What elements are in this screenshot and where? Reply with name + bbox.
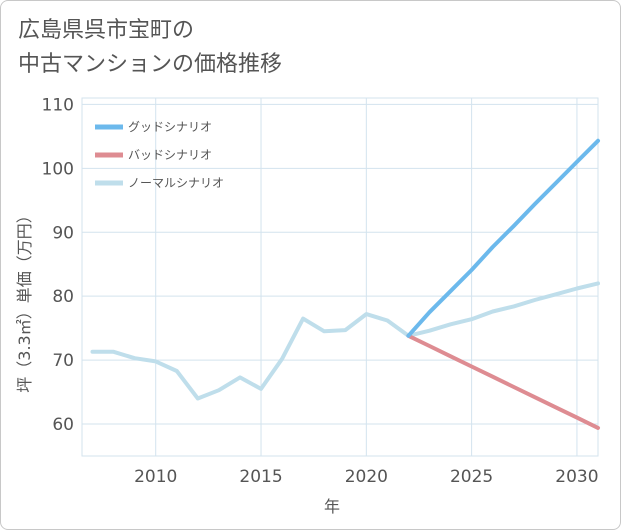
legend-label: ノーマルシナリオ [128,176,224,190]
chart-title-line-2: 中古マンションの価格推移 [18,52,283,77]
x-tick-label: 2025 [450,467,493,487]
y-tick-label: 100 [42,159,74,179]
x-tick-label: 2010 [134,467,177,487]
y-tick-label: 60 [52,415,74,435]
y-axis-label: 坪（3.3㎡）単価（万円） [15,207,34,392]
x-tick-label: 2015 [239,467,282,487]
chart-title-line-1: 広島県呉市宝町の [18,18,195,43]
series-line-normal [90,281,600,401]
legend-label: グッドシナリオ [128,120,212,134]
x-tick-label: 2020 [345,467,388,487]
y-tick-label: 90 [52,223,74,243]
y-tick-label: 70 [52,351,74,371]
x-axis-label: 年 [324,497,340,516]
series-line-bad [406,333,600,430]
y-tick-label: 110 [42,95,74,115]
axis-ticks: 2010 2015 2020 2025 2030 60 70 80 90 100 110 [42,95,599,487]
x-tick-label: 2030 [555,467,598,487]
chart-title: 広島県呉市宝町の 中古マンションの価格推移 [18,14,458,82]
y-tick-label: 80 [52,287,74,307]
series-layer [90,138,600,430]
grid-lines [82,98,598,456]
plot-area [81,97,599,457]
legend-label: バッドシナリオ [128,148,212,162]
series-line-good [406,138,600,338]
